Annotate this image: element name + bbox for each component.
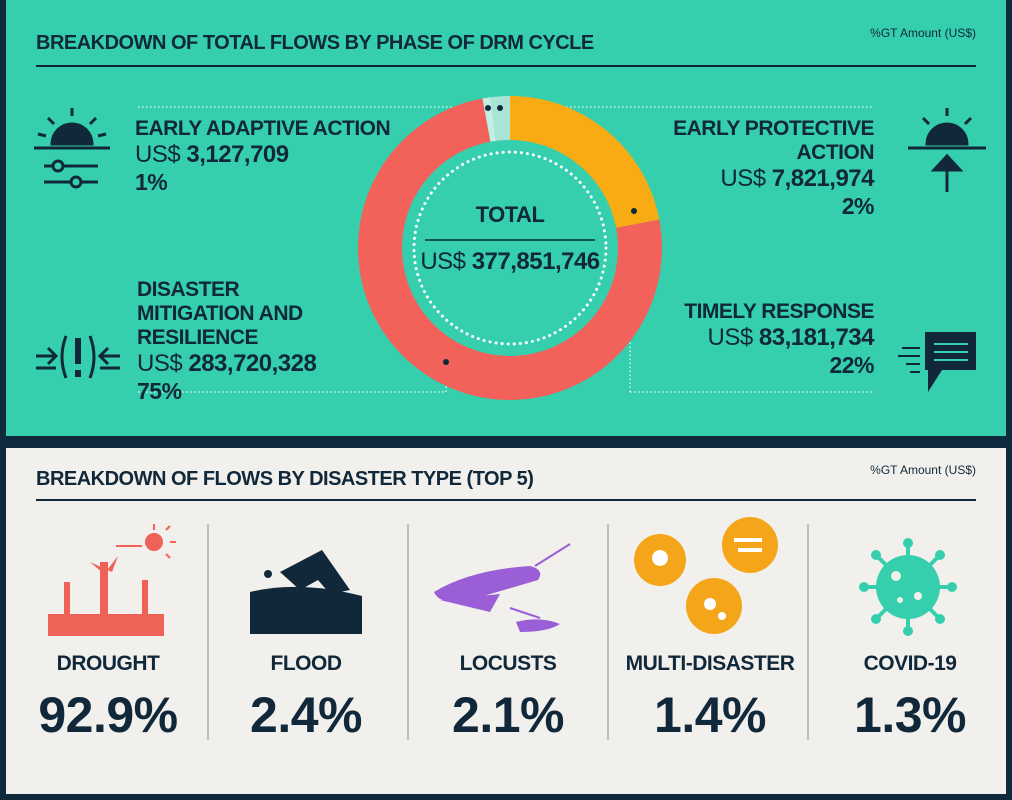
- protect-icon: [908, 108, 986, 192]
- phase-name: EARLY PROTECTIVE ACTION: [673, 117, 874, 164]
- dots: [443, 105, 637, 365]
- bottom-panel: [6, 448, 1006, 794]
- donut-segment: [490, 96, 510, 141]
- response-icon: [898, 332, 976, 392]
- currency: US$: [720, 165, 766, 192]
- amount: 283,720,328: [188, 350, 317, 377]
- phase-share: 1%: [135, 169, 168, 195]
- phase-share: 2%: [841, 193, 875, 219]
- locust-icon: [434, 543, 571, 632]
- unit-note: %GT Amount (US$): [870, 463, 976, 477]
- type-share: 1.3%: [854, 687, 966, 743]
- inner-ring: [412, 150, 608, 346]
- phase-amount: US$ 3,127,709: [135, 141, 395, 169]
- type-name: MULTI-DISASTER: [625, 652, 795, 675]
- phase-name: DISASTER MITIGATION AND RESILIENCE: [137, 278, 303, 349]
- flood-icon: [250, 550, 362, 634]
- amount: 7,821,974: [771, 165, 875, 192]
- section-title: BREAKDOWN OF FLOWS BY DISASTER TYPE (TOP…: [36, 468, 534, 490]
- phase-amount: US$ 83,181,734: [600, 324, 875, 352]
- separators: [207, 524, 809, 740]
- amount: 83,181,734: [758, 324, 875, 351]
- phase: EARLY ADAPTIVE ACTION US$ 3,127,709 1%: [135, 117, 395, 196]
- type-share: 92.9%: [38, 687, 178, 743]
- total-label: TOTAL: [475, 202, 545, 227]
- phase: DISASTER MITIGATION AND RESILIENCE US$ 28…: [137, 278, 357, 405]
- phase-amount: US$ 7,821,974: [600, 165, 874, 193]
- phase-share: 75%: [137, 378, 182, 404]
- drought-icon: [48, 524, 176, 636]
- donut-segment: [510, 96, 660, 228]
- type-name: COVID-19: [863, 652, 957, 675]
- unit-note: %GT Amount (US$): [870, 26, 976, 40]
- type-name: FLOOD: [270, 652, 343, 675]
- currency: US$: [420, 248, 466, 275]
- section-title: BREAKDOWN OF TOTAL FLOWS BY PHASE OF DRM…: [36, 32, 594, 54]
- phase-name: EARLY ADAPTIVE ACTION: [135, 117, 391, 140]
- type-share: 2.1%: [452, 687, 564, 743]
- multi-icon: [634, 517, 778, 634]
- phase-amount: US$ 283,720,328: [137, 350, 357, 378]
- phase-share: 22%: [829, 352, 874, 378]
- currency: US$: [707, 324, 754, 351]
- amount: 3,127,709: [186, 141, 289, 168]
- type-name: LOCUSTS: [459, 652, 557, 675]
- type-share: 2.4%: [250, 687, 362, 743]
- type-share: 1.4%: [654, 687, 766, 743]
- covid-icon: [859, 538, 957, 636]
- sun-icon: [34, 108, 110, 189]
- phase: EARLY PROTECTIVE ACTION US$ 7,821,974 2%: [600, 117, 874, 220]
- type-name: DROUGHT: [56, 652, 160, 675]
- phase: TIMELY RESPONSE US$ 83,181,734 22%: [600, 300, 874, 379]
- currency: US$: [135, 141, 181, 168]
- total-amount: 377,851,746: [471, 248, 600, 275]
- phase-name: TIMELY RESPONSE: [684, 300, 874, 323]
- currency: US$: [137, 350, 183, 377]
- mitigation-icon: [36, 335, 120, 379]
